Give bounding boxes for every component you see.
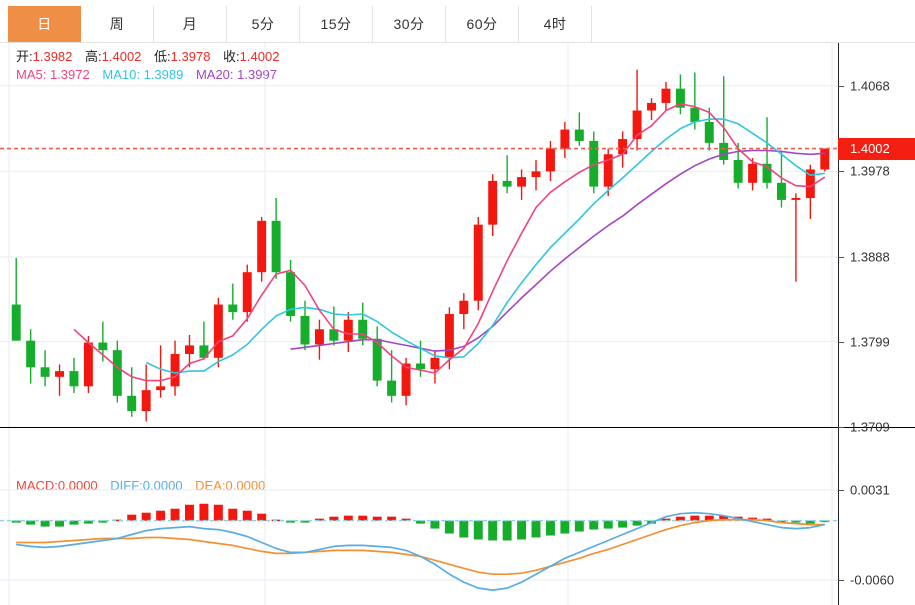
timeframe-tabs: 日周月 5分 15分 30分 60分 4时 [8,6,592,42]
macd-value: 0.0000 [57,478,98,493]
price-tickmark-3 [838,341,844,343]
price-tickmark-0 [838,85,844,87]
macd-chart[interactable] [0,471,838,605]
timeframe-tabbar: 日周月 5分 15分 30分 60分 4时 [0,0,915,43]
dea-label: DEA: [195,478,226,493]
tab-4[interactable]: 15分 [300,6,373,42]
tab-7[interactable]: 4时 [519,6,592,42]
ma5-value: 1.3972 [49,67,90,82]
ma10-label: MA10: [102,67,140,82]
price-tick-3: 1.3799 [850,334,890,350]
low-label: 低: [154,49,171,64]
open-label: 开: [16,49,33,64]
macd-legend: MACD:0.0000 DIFF:0.0000 DEA:0.0000 [16,478,265,493]
price-axis: 1.4068 1.3978 1.3888 1.3799 1.3709 1.4002 0.00… [838,43,915,605]
close-label: 收: [223,49,240,64]
ma20-label: MA20: [195,67,234,82]
diff-label: DIFF: [110,478,143,493]
price-tick-0: 1.4068 [850,78,890,94]
price-tick-4: 1.3709 [850,419,890,435]
price-chart[interactable] [0,43,838,470]
tab-6[interactable]: 60分 [446,6,519,42]
macd-label: MACD: [16,478,58,493]
current-price-badge: 1.4002 [838,137,915,160]
high-label: 高: [85,49,102,64]
low-value: 1.3978 [170,49,211,64]
price-tickmark-4 [838,427,844,429]
tab-0[interactable]: 日 [8,6,81,42]
macd-tick-0: 0.0031 [850,482,890,498]
ohlc-row: 开:1.3982 高:1.4002 低:1.3978 收:1.4002 [16,48,279,66]
price-tickmark-1 [838,171,844,173]
axis-vertical-line [838,43,839,605]
diff-value: 0.0000 [142,478,183,493]
price-tick-1: 1.3978 [850,163,890,179]
tab-5[interactable]: 30分 [373,6,446,42]
close-value: 1.4002 [239,49,280,64]
ma20-value: 1.3997 [237,67,277,82]
open-value: 1.3982 [32,49,73,64]
macd-tick-1: -0.0060 [850,572,895,588]
ma-row: MA5: 1.3972 MA10: 1.3989 MA20: 1.3997 [16,66,279,84]
tab-2[interactable]: 月 [154,6,227,42]
panel-divider [0,427,915,428]
dea-value: 0.0000 [225,478,266,493]
ma5-label: MA5: [16,67,47,82]
macd-tickmark-1 [838,580,844,582]
tab-3[interactable]: 5分 [227,6,300,42]
macd-tickmark-0 [838,489,844,491]
high-value: 1.4002 [101,49,142,64]
price-tickmark-2 [838,256,844,258]
ohlc-legend: 开:1.3982 高:1.4002 低:1.3978 收:1.4002 MA5:… [16,48,279,84]
ma10-value: 1.3989 [143,67,184,82]
tab-1[interactable]: 周 [81,6,154,42]
price-tick-2: 1.3888 [850,249,890,265]
